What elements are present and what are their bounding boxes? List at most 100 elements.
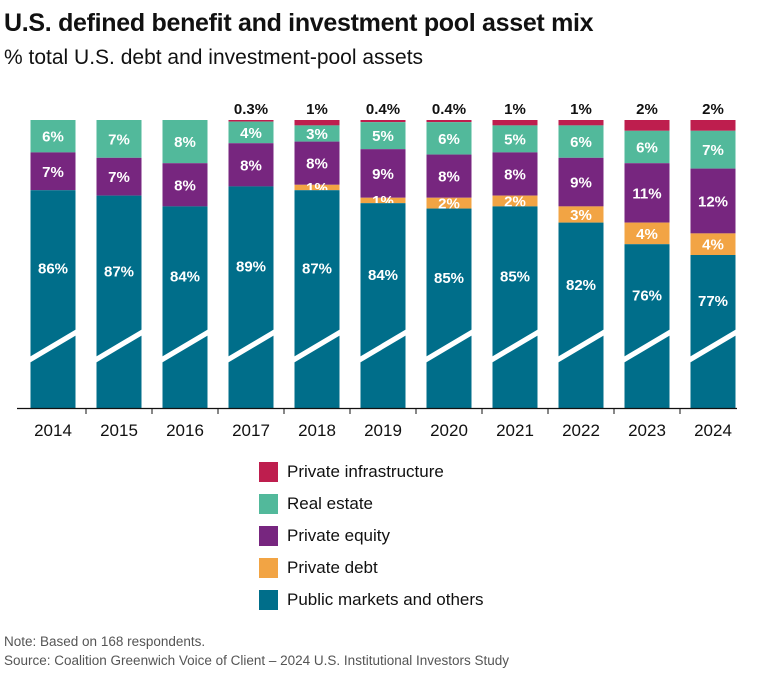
bar-segment-private-infrastructure	[228, 120, 274, 122]
legend-item-real-estate: Real estate	[259, 488, 484, 520]
data-label: 7%	[108, 169, 130, 186]
data-label: 4%	[636, 226, 658, 243]
axis-break-mark	[554, 327, 608, 365]
source-text: Source: Coalition Greenwich Voice of Cli…	[4, 653, 510, 668]
x-tick-label: 2019	[364, 421, 402, 440]
legend-swatch	[259, 558, 278, 578]
data-label: 1%	[306, 101, 328, 118]
data-label: 3%	[570, 207, 592, 224]
bar-segment-private-equity	[96, 157, 142, 196]
bar-segment-private-infrastructure	[426, 120, 472, 123]
data-label: 2%	[636, 101, 658, 118]
data-label: 6%	[636, 140, 658, 157]
data-label: 89%	[236, 259, 266, 276]
legend-swatch	[259, 526, 278, 546]
x-tick-label: 2017	[232, 421, 270, 440]
data-label: 76%	[632, 288, 662, 305]
x-tick-label: 2023	[628, 421, 666, 440]
axis-break-mark	[290, 327, 344, 365]
data-label: 0.4%	[366, 101, 400, 118]
data-label: 8%	[306, 156, 328, 173]
bar-segment-real-estate	[690, 130, 736, 169]
bar-segment-private-debt	[558, 206, 604, 223]
data-label: 87%	[302, 261, 332, 278]
legend-label: Public markets and others	[287, 590, 484, 609]
bar-segment-private-debt	[360, 197, 406, 204]
x-tick-label: 2022	[562, 421, 600, 440]
data-label: 9%	[372, 166, 394, 183]
data-label: 87%	[104, 263, 134, 280]
bar-segment-private-equity	[426, 154, 472, 198]
bar-segment-public-markets-and-others	[558, 222, 604, 408]
note-text: Note: Based on 168 respondents.	[4, 634, 206, 649]
bar-segment-real-estate	[30, 120, 76, 153]
legend-item-private-equity: Private equity	[259, 520, 484, 552]
bar-segment-real-estate	[558, 125, 604, 158]
bar-segment-private-equity	[294, 141, 340, 185]
legend-swatch	[259, 462, 278, 482]
bar-segment-public-markets-and-others	[492, 206, 538, 408]
x-tick-label: 2021	[496, 421, 534, 440]
data-label: 8%	[504, 167, 526, 184]
bar-segment-private-debt	[426, 197, 472, 209]
legend-label: Private debt	[287, 558, 378, 577]
bar-segment-real-estate	[228, 121, 274, 144]
bar-segment-private-equity	[624, 163, 670, 223]
axis-break-mark	[92, 327, 146, 365]
axis-break-mark	[488, 327, 542, 365]
data-label: 2%	[504, 194, 526, 211]
data-label: 7%	[702, 142, 724, 159]
bar-segment-private-debt	[492, 195, 538, 207]
bar-segment-real-estate	[96, 120, 142, 158]
data-label: 85%	[434, 270, 464, 287]
bar-segment-private-equity	[360, 149, 406, 198]
bar-segment-public-markets-and-others	[360, 203, 406, 408]
data-label: 2%	[438, 196, 460, 213]
data-label: 4%	[240, 125, 262, 142]
axis-break-mark	[356, 327, 410, 365]
legend-item-private-debt: Private debt	[259, 552, 484, 584]
bar-segment-real-estate	[624, 130, 670, 164]
data-label: 4%	[702, 237, 724, 254]
bar-segment-real-estate	[426, 122, 472, 155]
bar-segment-real-estate	[162, 120, 208, 164]
bar-segment-private-debt	[624, 222, 670, 245]
data-label: 1%	[504, 101, 526, 118]
bar-segment-real-estate	[294, 125, 340, 142]
bar-segment-private-infrastructure	[558, 120, 604, 126]
chart-subtitle: % total U.S. debt and investment-pool as…	[4, 46, 424, 69]
data-label: 8%	[174, 134, 196, 151]
data-label: 2%	[702, 101, 724, 118]
data-label: 3%	[306, 126, 328, 143]
data-label: 9%	[570, 175, 592, 192]
data-label: 8%	[174, 177, 196, 194]
data-label: 8%	[438, 169, 460, 186]
bar-segment-private-infrastructure	[624, 120, 670, 131]
bar-segment-private-infrastructure	[360, 120, 406, 123]
bar-segment-public-markets-and-others	[30, 190, 76, 408]
bar-segment-public-markets-and-others	[162, 206, 208, 408]
axis-break-mark	[422, 327, 476, 365]
data-label: 6%	[570, 134, 592, 151]
bar-segment-public-markets-and-others	[690, 255, 736, 408]
bar-segment-public-markets-and-others	[624, 244, 670, 408]
x-tick-label: 2018	[298, 421, 336, 440]
x-tick-label: 2020	[430, 421, 468, 440]
axis-break-mark	[686, 327, 740, 365]
data-label: 11%	[632, 185, 661, 202]
bar-segment-public-markets-and-others	[294, 190, 340, 408]
data-label: 12%	[698, 194, 728, 211]
bar-segment-private-equity	[228, 143, 274, 187]
legend-item-public-markets: Public markets and others	[259, 584, 484, 616]
bar-segment-real-estate	[360, 122, 406, 150]
bar-segment-private-debt	[294, 184, 340, 191]
bar-segment-private-equity	[492, 152, 538, 196]
bar-segment-private-equity	[30, 152, 76, 191]
bar-segment-private-equity	[558, 157, 604, 207]
legend: Private infrastructure Real estate Priva…	[259, 456, 484, 616]
axis-break-mark	[26, 327, 80, 365]
x-tick-label: 2016	[166, 421, 204, 440]
bar-segment-private-debt	[690, 233, 736, 255]
data-label: 0.3%	[234, 101, 268, 118]
data-label: 5%	[372, 128, 394, 145]
